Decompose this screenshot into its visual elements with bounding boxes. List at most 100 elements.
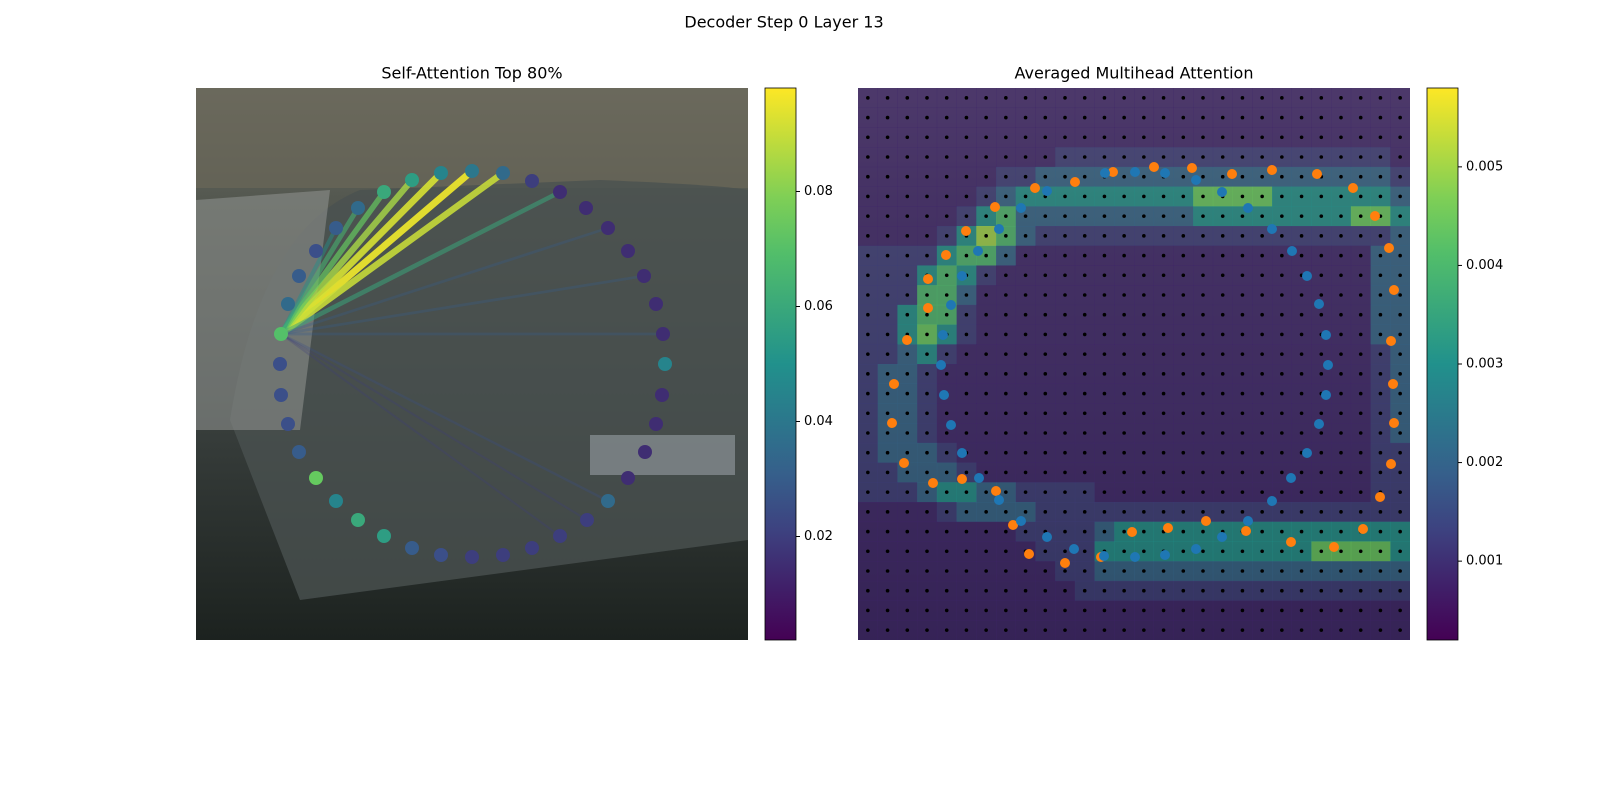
sample-dot: [885, 431, 890, 435]
sample-dot: [1102, 490, 1107, 494]
sample-dot: [964, 608, 969, 613]
sample-dot: [1063, 490, 1067, 494]
colorbar-tick-label: 0.002: [1466, 455, 1503, 470]
sample-dot: [1201, 96, 1205, 100]
sample-dot: [1023, 529, 1028, 534]
reference-point: [1042, 186, 1052, 196]
sample-dot: [1378, 411, 1383, 416]
sample-dot: [1082, 253, 1087, 258]
sample-dot: [1023, 628, 1028, 632]
attention-link: [279, 274, 646, 336]
sample-dot: [1122, 115, 1126, 120]
reference-point: [1312, 169, 1322, 179]
sample-dot: [1280, 135, 1284, 140]
sample-dot: [1358, 549, 1363, 554]
sample-dot: [1161, 214, 1166, 218]
sample-dot: [1378, 628, 1383, 632]
colorbar: [1426, 87, 1459, 641]
sample-dot: [1161, 253, 1166, 258]
sample-dot: [984, 234, 988, 238]
sample-dot: [1201, 588, 1205, 593]
sample-dot: [1004, 549, 1008, 554]
query-point: [580, 513, 594, 527]
sample-dot: [866, 608, 870, 613]
sample-dot: [1181, 312, 1186, 317]
sample-dot: [1339, 174, 1343, 179]
sample-dot: [1280, 450, 1284, 455]
attention-link: [279, 226, 610, 336]
sample-dot: [1339, 569, 1343, 573]
reference-point: [1100, 168, 1110, 178]
sample-dot: [1004, 529, 1008, 534]
sample-dot: [1319, 293, 1324, 297]
sample-dot: [885, 411, 890, 416]
sample-dot: [1260, 529, 1264, 534]
sample-dot: [1142, 608, 1146, 613]
sample-dot: [1260, 194, 1264, 199]
sample-dot: [1142, 431, 1146, 435]
query-point: [649, 417, 663, 431]
sample-dot: [885, 332, 890, 337]
sample-dot: [885, 253, 890, 258]
sample-dot: [885, 372, 890, 376]
sample-dot: [1043, 174, 1048, 179]
sample-dot: [1004, 234, 1008, 238]
reference-point: [961, 226, 971, 236]
reference-point: [936, 360, 946, 370]
sample-dot: [1378, 234, 1383, 238]
query-point: [281, 297, 295, 311]
sample-dot: [1023, 273, 1028, 278]
figure-title: Decoder Step 0 Layer 13: [684, 13, 883, 32]
sample-dot: [964, 155, 969, 159]
sample-dot: [1122, 470, 1126, 475]
reference-point: [1163, 523, 1173, 533]
sample-dot: [1299, 549, 1304, 554]
sample-dot: [984, 391, 988, 396]
sample-dot: [1299, 391, 1304, 396]
query-point: [309, 471, 323, 485]
sample-dot: [1082, 391, 1087, 396]
attention-link: [279, 332, 562, 538]
sample-dot: [925, 431, 929, 435]
sample-dot: [866, 450, 870, 455]
sample-dot: [1082, 214, 1087, 218]
sample-dot: [1280, 332, 1284, 337]
colorbar-tick-label: 0.004: [1466, 258, 1503, 273]
sample-dot: [885, 352, 890, 356]
sample-dot: [1161, 588, 1166, 593]
sample-dot: [1063, 234, 1067, 238]
sample-dot: [1378, 549, 1383, 554]
sample-dot: [1378, 391, 1383, 396]
sample-dot: [1004, 608, 1008, 613]
sample-dot: [944, 174, 949, 179]
sample-dot: [1398, 155, 1402, 159]
sample-dot: [866, 194, 870, 199]
sample-dot: [1142, 234, 1146, 238]
sample-dot: [1398, 490, 1402, 494]
sample-dot: [1142, 293, 1146, 297]
sample-dot: [905, 96, 910, 100]
sample-dot: [1240, 352, 1245, 356]
sample-dot: [1004, 510, 1008, 514]
sample-dot: [1280, 431, 1284, 435]
sample-dot: [1082, 115, 1087, 120]
sample-dot: [944, 549, 949, 554]
reference-point: [1243, 203, 1253, 213]
sample-dot: [1280, 293, 1284, 297]
sample-dot: [1260, 273, 1264, 278]
sample-dot: [1142, 115, 1146, 120]
sample-dot: [866, 312, 870, 317]
sample-dot: [1161, 293, 1166, 297]
sample-dot: [1240, 312, 1245, 317]
sample-dot: [1122, 391, 1126, 396]
sample-dot: [1082, 569, 1087, 573]
sample-dot: [905, 135, 910, 140]
sample-dot: [1023, 214, 1028, 218]
sample-dot: [1142, 312, 1146, 317]
sample-dot: [1319, 96, 1324, 100]
sample-dot: [1023, 510, 1028, 514]
sample-dot: [1102, 253, 1107, 258]
reference-point: [1160, 550, 1170, 560]
sample-dot: [1339, 608, 1343, 613]
sample-dot: [964, 214, 969, 218]
